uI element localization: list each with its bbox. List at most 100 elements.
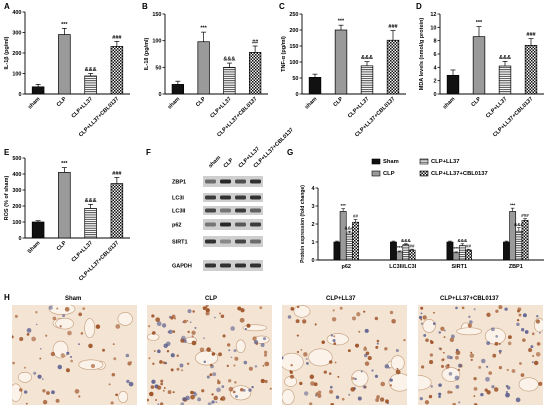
stained-cell xyxy=(155,399,158,402)
stained-cell xyxy=(74,389,80,394)
blot-strip xyxy=(203,236,263,247)
blot-strip xyxy=(203,193,263,202)
y-tick-label: 500 xyxy=(12,156,21,162)
stained-cell xyxy=(375,345,379,349)
y-tick-label: 100 xyxy=(289,60,298,66)
stained-cell xyxy=(42,399,48,405)
stained-cell xyxy=(420,318,423,321)
stained-cell xyxy=(191,340,197,346)
stained-cell xyxy=(42,389,46,393)
stained-cell xyxy=(52,316,57,321)
stained-cell xyxy=(248,388,252,392)
stained-cell xyxy=(458,401,461,404)
lane-label: CLP xyxy=(223,157,235,169)
blot-band xyxy=(205,208,216,213)
alveolus xyxy=(282,389,295,405)
significance-label: &&& xyxy=(85,67,97,73)
legend-swatch xyxy=(419,170,429,177)
stained-cell xyxy=(192,310,195,313)
blot-row-label: p62 xyxy=(172,223,181,229)
stained-cell xyxy=(303,352,308,357)
stained-cell xyxy=(333,342,337,345)
tissue-texture xyxy=(12,305,137,405)
stained-cell xyxy=(220,397,223,401)
stained-cell xyxy=(432,322,436,326)
y-tick-label: 300 xyxy=(12,188,21,194)
stained-cell xyxy=(330,402,335,405)
stained-cell xyxy=(364,353,368,358)
stained-cell xyxy=(505,392,510,398)
stained-cell xyxy=(239,388,244,392)
stained-cell xyxy=(495,335,499,338)
stained-cell xyxy=(425,338,429,342)
stained-cell xyxy=(45,334,48,337)
stained-cell xyxy=(498,366,502,370)
stained-cell xyxy=(507,341,512,346)
blot-band xyxy=(235,195,246,200)
significance-label: *** xyxy=(341,203,347,208)
legend-label: Sham xyxy=(383,159,399,165)
stained-cell xyxy=(439,347,443,351)
blot-band xyxy=(250,222,261,227)
stained-cell xyxy=(395,369,401,375)
stained-cell xyxy=(232,390,236,394)
stained-cell xyxy=(328,372,332,375)
y-axis-label: Protein expression (fold change) xyxy=(300,185,306,263)
bar-sham xyxy=(333,241,341,261)
stained-cell xyxy=(26,328,32,333)
stained-cell xyxy=(181,335,186,341)
stained-cell xyxy=(492,353,497,358)
significance-label: ## xyxy=(252,40,258,46)
stained-cell xyxy=(209,373,213,377)
stained-cell xyxy=(445,364,450,369)
chart-panel-b: 0 50 100 150 IL-18 (pg/ml) sham *** CLP &&& CLP+L… xyxy=(144,12,268,138)
stained-cell xyxy=(495,309,499,313)
stained-cell xyxy=(240,308,245,313)
significance-label: *** xyxy=(200,26,207,32)
panel-letter-d: D xyxy=(416,2,422,11)
stained-cell xyxy=(440,326,445,331)
stained-cell xyxy=(259,306,263,310)
bar-1 xyxy=(308,77,322,95)
stained-cell xyxy=(478,365,482,369)
bar-1 xyxy=(171,84,185,95)
stained-cell xyxy=(484,388,488,392)
stained-cell xyxy=(422,315,427,320)
stained-cell xyxy=(520,328,525,332)
stained-cell xyxy=(24,366,27,369)
category-label: CLP+LL37 xyxy=(485,96,508,119)
legend-label: CLP+LL37 xyxy=(431,159,460,165)
stained-cell xyxy=(376,339,380,343)
bar-3 xyxy=(360,65,374,95)
y-tick-label: 4 xyxy=(433,65,437,71)
stained-cell xyxy=(305,357,308,360)
bar-clp-ll37 xyxy=(345,232,353,261)
bar-sham xyxy=(446,241,454,261)
stained-cell xyxy=(67,330,72,336)
stained-cell xyxy=(423,333,427,337)
stained-cell xyxy=(205,305,209,308)
bar-clp-ll37-cbl0137 xyxy=(408,249,416,261)
stained-cell xyxy=(31,336,37,342)
alveolus xyxy=(388,373,407,392)
stained-cell xyxy=(309,402,313,405)
stained-cell xyxy=(531,361,534,364)
stained-cell xyxy=(102,348,105,352)
stained-cell xyxy=(467,323,472,328)
significance-label: &&& xyxy=(499,55,511,61)
stained-cell xyxy=(149,391,154,397)
stained-cell xyxy=(80,332,84,335)
stained-cell xyxy=(524,330,529,334)
stained-cell xyxy=(354,377,357,381)
stained-cell xyxy=(125,353,130,358)
stained-cell xyxy=(243,360,248,365)
stained-cell xyxy=(217,380,221,385)
stained-cell xyxy=(389,310,394,315)
stained-cell xyxy=(228,349,231,352)
stained-cell xyxy=(468,320,473,324)
alveolus xyxy=(326,333,349,346)
y-tick-label: 100 xyxy=(152,39,161,45)
stained-cell xyxy=(211,400,215,404)
stained-cell xyxy=(269,387,272,390)
significance-label: *** xyxy=(454,246,460,251)
